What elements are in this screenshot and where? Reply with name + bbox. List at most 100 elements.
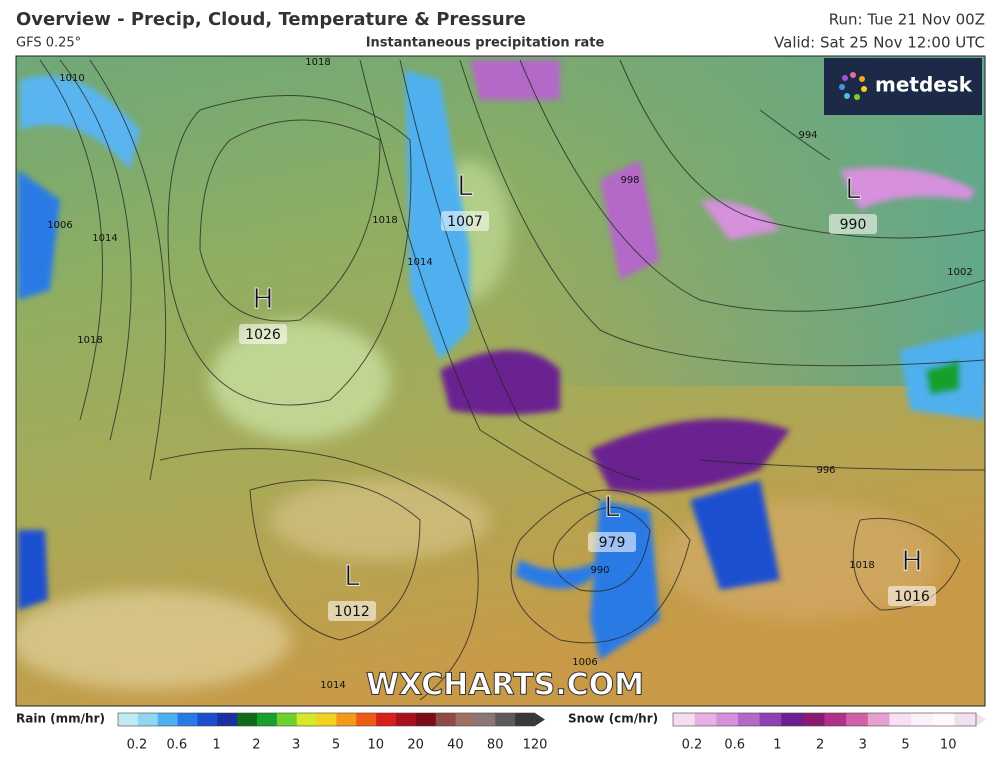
isobar-label: 1006 bbox=[572, 657, 597, 668]
map bbox=[16, 56, 985, 706]
isobar-label: 1018 bbox=[849, 560, 874, 571]
legend: 0.2 0.6 1 2 3 5 10 20 40 80 120 0.2 0.6 1 2 3 5 10 bbox=[117, 712, 986, 753]
rain-tick-label: 120 bbox=[523, 738, 548, 753]
isobar-label: 998 bbox=[620, 175, 639, 186]
rain-swatch bbox=[396, 713, 417, 726]
rain-legend-title: Rain (mm/hr) bbox=[16, 712, 105, 726]
snow-legend-title: Snow (cm/hr) bbox=[568, 712, 658, 726]
snow-tick-label: 1 bbox=[773, 738, 781, 753]
rain-swatch bbox=[376, 713, 397, 726]
rain-swatch bbox=[118, 713, 139, 726]
rain-swatch bbox=[217, 713, 238, 726]
center-value: 1016 bbox=[894, 589, 930, 605]
center-letter: L bbox=[457, 169, 473, 202]
isobar-label: 1014 bbox=[320, 680, 345, 691]
run: Run: Tue 21 Nov 00Z bbox=[829, 11, 985, 29]
snow-tick-label: 10 bbox=[940, 738, 957, 753]
rain-swatch bbox=[177, 713, 198, 726]
rain-tick-label: 5 bbox=[332, 738, 340, 753]
snow-arrow bbox=[976, 713, 986, 726]
snow-swatch bbox=[802, 713, 825, 726]
watermark: WXCHARTS.COM bbox=[366, 668, 644, 703]
title: Overview - Precip, Cloud, Temperature & … bbox=[16, 9, 526, 30]
isobar-label: 996 bbox=[816, 465, 835, 476]
rain-swatch bbox=[336, 713, 357, 726]
rain-tick-label: 40 bbox=[447, 738, 464, 753]
rain-swatch bbox=[157, 713, 179, 726]
snow-swatch bbox=[737, 713, 761, 726]
center-letter: L bbox=[604, 490, 620, 523]
rain-swatch bbox=[296, 713, 318, 726]
rain-tick-label: 0.6 bbox=[166, 738, 187, 753]
rain-swatch bbox=[276, 713, 298, 726]
isobar-label: 994 bbox=[798, 130, 817, 141]
rain-swatch bbox=[137, 713, 159, 726]
center-value: 1012 bbox=[334, 604, 370, 620]
isobar-label: 1018 bbox=[77, 335, 102, 346]
map-frame bbox=[15, 55, 986, 707]
rain-swatch bbox=[415, 713, 437, 726]
snow-swatch bbox=[932, 713, 955, 726]
rain-swatch bbox=[515, 713, 536, 726]
center-value: 1026 bbox=[245, 327, 281, 343]
snow-swatch bbox=[954, 713, 977, 726]
snow-tick-label: 3 bbox=[859, 738, 867, 753]
center-value-box bbox=[239, 324, 287, 344]
snow-tick-label: 2 bbox=[816, 738, 824, 753]
rain-swatch bbox=[237, 713, 258, 726]
center-value-box bbox=[588, 532, 636, 552]
isobar-labels: 1018 1010 1006 1014 1018 1018 1014 994 1002 998 99… bbox=[47, 57, 972, 691]
rain-swatch bbox=[257, 713, 278, 726]
isobar-label: 1014 bbox=[407, 257, 432, 268]
rain-swatch bbox=[455, 713, 476, 726]
snow-swatch bbox=[911, 713, 934, 726]
rain-bar-frame bbox=[117, 712, 536, 727]
rain-swatch bbox=[197, 713, 218, 726]
center-value: 979 bbox=[599, 535, 626, 551]
center-letter: H bbox=[252, 282, 273, 315]
center-value-box bbox=[829, 214, 877, 234]
rain-tick-label: 0.2 bbox=[127, 738, 148, 753]
subtitle: Instantaneous precipitation rate bbox=[366, 36, 605, 51]
snow-swatch bbox=[781, 713, 804, 726]
snow-swatch bbox=[824, 713, 847, 726]
rain-swatch bbox=[435, 713, 457, 726]
rain-tick-label: 10 bbox=[368, 738, 385, 753]
rain-tick-label: 80 bbox=[487, 738, 504, 753]
pressure-centers: H 1026 L 1007 L 990 L 1012 L 979 H 1016 bbox=[239, 169, 936, 621]
center-letter: L bbox=[344, 559, 360, 592]
snow-swatch bbox=[846, 713, 869, 726]
valid: Valid: Sat 25 Nov 12:00 UTC bbox=[774, 34, 985, 52]
snow-swatch bbox=[716, 713, 739, 726]
isobar-label: 1018 bbox=[372, 215, 397, 226]
center-letter: H bbox=[901, 544, 922, 577]
snow-swatch bbox=[673, 713, 696, 726]
logo-background bbox=[824, 58, 982, 115]
rain-tick-label: 1 bbox=[212, 738, 220, 753]
rain-tick-label: 20 bbox=[407, 738, 424, 753]
snow-tick-label: 0.6 bbox=[724, 738, 745, 753]
snow-swatch bbox=[889, 713, 912, 726]
rain-swatch bbox=[316, 713, 337, 726]
logo-icon bbox=[839, 72, 867, 100]
isobar-label: 1014 bbox=[92, 233, 117, 244]
isobar-label: 1006 bbox=[47, 220, 72, 231]
center-value: 1007 bbox=[447, 214, 483, 230]
snow-swatch bbox=[694, 713, 717, 726]
center-value-box bbox=[441, 211, 489, 231]
rain-arrow bbox=[535, 713, 545, 726]
logo-text: metdesk bbox=[875, 73, 973, 97]
rain-swatch bbox=[495, 713, 516, 726]
rain-swatch bbox=[356, 713, 377, 726]
isobar-label: 990 bbox=[590, 565, 609, 576]
model: GFS 0.25° bbox=[16, 36, 81, 51]
center-letter: L bbox=[845, 172, 861, 205]
snow-tick-label: 0.2 bbox=[682, 738, 703, 753]
snow-tick-label: 5 bbox=[901, 738, 909, 753]
snow-swatch bbox=[867, 713, 890, 726]
center-value: 990 bbox=[840, 217, 867, 233]
rain-tick-label: 3 bbox=[292, 738, 300, 753]
logo-box: metdesk bbox=[824, 58, 982, 115]
isobar-label: 1002 bbox=[947, 267, 972, 278]
